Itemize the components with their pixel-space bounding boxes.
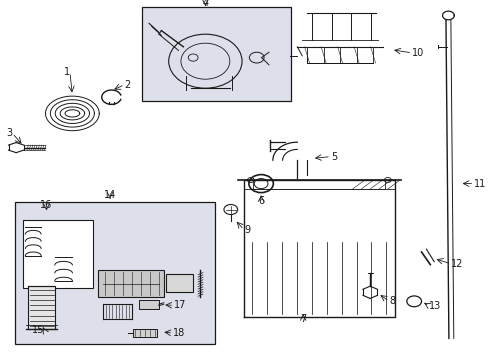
Text: 9: 9: [244, 225, 250, 235]
Text: 6: 6: [258, 196, 264, 206]
Bar: [133, 329, 157, 337]
Bar: [142, 7, 290, 101]
Text: 2: 2: [124, 80, 131, 90]
Text: 5: 5: [330, 152, 337, 162]
Text: 10: 10: [411, 48, 424, 58]
Bar: [166, 274, 193, 292]
Text: 17: 17: [174, 300, 186, 310]
Text: 16: 16: [40, 200, 53, 210]
Bar: [23, 220, 93, 288]
Text: 8: 8: [388, 296, 395, 306]
Bar: [139, 300, 159, 309]
Text: 1: 1: [63, 67, 70, 77]
Text: 11: 11: [473, 179, 486, 189]
Bar: [28, 286, 55, 329]
Text: 7: 7: [300, 314, 305, 324]
Text: 3: 3: [6, 128, 12, 138]
Text: 13: 13: [428, 301, 441, 311]
Bar: [15, 202, 215, 344]
Text: 18: 18: [173, 328, 185, 338]
Bar: [98, 270, 163, 297]
Text: 12: 12: [450, 259, 463, 269]
Text: 14: 14: [103, 190, 116, 200]
Text: 4: 4: [202, 0, 208, 8]
Text: 15: 15: [32, 325, 44, 336]
